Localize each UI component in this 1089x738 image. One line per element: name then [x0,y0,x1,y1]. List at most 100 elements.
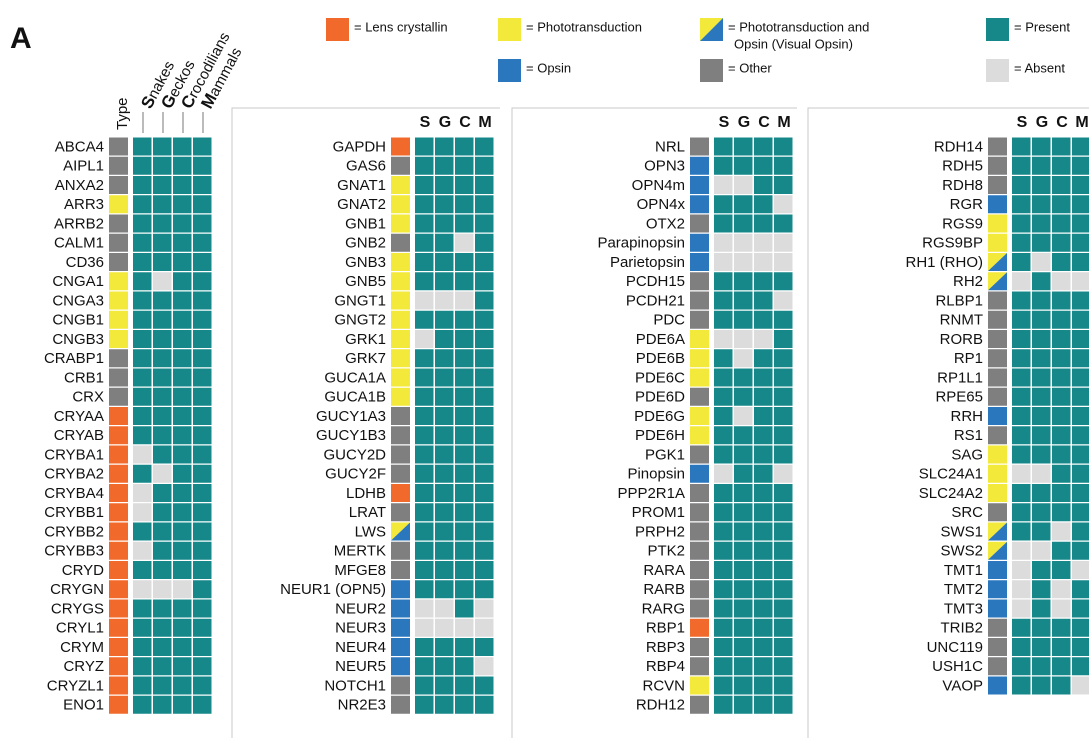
presence-cell [153,310,172,329]
presence-cell [193,676,212,695]
gene-label: RDH14 [934,138,983,155]
type-cell [988,676,1007,695]
type-cell [988,407,1007,425]
presence-cell [1032,503,1051,522]
swatch-part [988,541,1007,560]
legend-swatch [986,18,1009,41]
presence-cell [153,676,172,695]
gene-label: RCVN [642,677,685,694]
presence-cell [714,695,733,714]
presence-cell [455,503,474,522]
presence-cell [415,426,434,445]
gene-label: GAS6 [346,158,386,175]
gene-label: GNB3 [345,254,386,271]
type-cell [988,522,1007,541]
presence-cell [193,407,212,425]
gene-label: LRAT [349,504,386,521]
gene-label: MERTK [334,543,386,560]
presence-cell [415,349,434,368]
presence-cell [153,657,172,676]
gene-label: GRK7 [345,350,386,367]
presence-cell [754,464,773,483]
presence-cell [1052,233,1071,252]
presence-cell [1032,561,1051,579]
presence-cell [173,580,192,599]
presence-cell [1052,541,1071,560]
presence-cell [714,599,733,618]
presence-cell [475,426,494,445]
type-cell [988,484,1007,502]
presence-cell [1012,349,1031,368]
type-cell [690,253,709,271]
presence-cell [734,137,753,156]
gene-label: PROM1 [632,504,685,521]
presence-cell [153,464,172,483]
type-cell [109,638,128,656]
presence-cell [714,561,733,579]
presence-cell [1032,522,1051,541]
presence-cell [734,214,753,233]
type-cell [391,272,410,291]
presence-cell [435,503,454,522]
presence-cell [774,253,793,271]
presence-cell [193,503,212,522]
presence-cell [193,272,212,291]
legend-label: = Phototransduction and [728,19,869,34]
presence-cell [133,407,152,425]
presence-cell [734,233,753,252]
presence-cell [734,676,753,695]
presence-cell [415,657,434,676]
gene-label: ARRB2 [54,215,104,232]
gene-label: ABCA4 [55,138,104,155]
presence-cell [1052,176,1071,194]
gene-label: SWS2 [940,543,983,560]
presence-cell [173,330,192,348]
presence-cell [173,618,192,637]
presence-cell [153,195,172,214]
presence-cell [1012,599,1031,618]
presence-cell [1012,368,1031,387]
presence-cell [415,137,434,156]
presence-cell [475,176,494,194]
gene-label: RBP4 [646,658,685,675]
presence-cell [774,137,793,156]
gene-label: CNGB3 [52,331,104,348]
type-cell [988,368,1007,387]
column-header: Type [114,97,131,130]
presence-cell [774,349,793,368]
presence-cell [714,156,733,175]
presence-cell [193,484,212,502]
gene-label: NEUR2 [335,600,386,617]
presence-cell [1032,426,1051,445]
gene-label: GNB1 [345,215,386,232]
presence-cell [714,368,733,387]
presence-cell [1072,561,1089,579]
presence-cell [173,638,192,656]
gene-label: RPE65 [935,389,983,406]
swatch-part [988,272,1007,291]
type-cell [690,137,709,156]
type-cell [109,426,128,445]
type-cell [391,657,410,676]
presence-cell [475,503,494,522]
presence-cell [455,272,474,291]
gene-label: GUCY1A3 [316,408,386,425]
presence-cell [714,657,733,676]
presence-cell [153,387,172,406]
presence-cell [435,330,454,348]
presence-cell [475,387,494,406]
presence-cell [734,695,753,714]
presence-cell [1012,407,1031,425]
type-cell [690,291,709,310]
type-cell [391,137,410,156]
presence-cell [1072,522,1089,541]
presence-cell [153,176,172,194]
type-cell [690,387,709,406]
presence-cell [754,599,773,618]
legend-swatch [700,59,723,82]
presence-cell [1012,330,1031,348]
column-header: S [1017,114,1028,131]
gene-label: ANXA2 [55,177,104,194]
gene-label: CRYBB3 [44,543,104,560]
presence-cell [435,349,454,368]
